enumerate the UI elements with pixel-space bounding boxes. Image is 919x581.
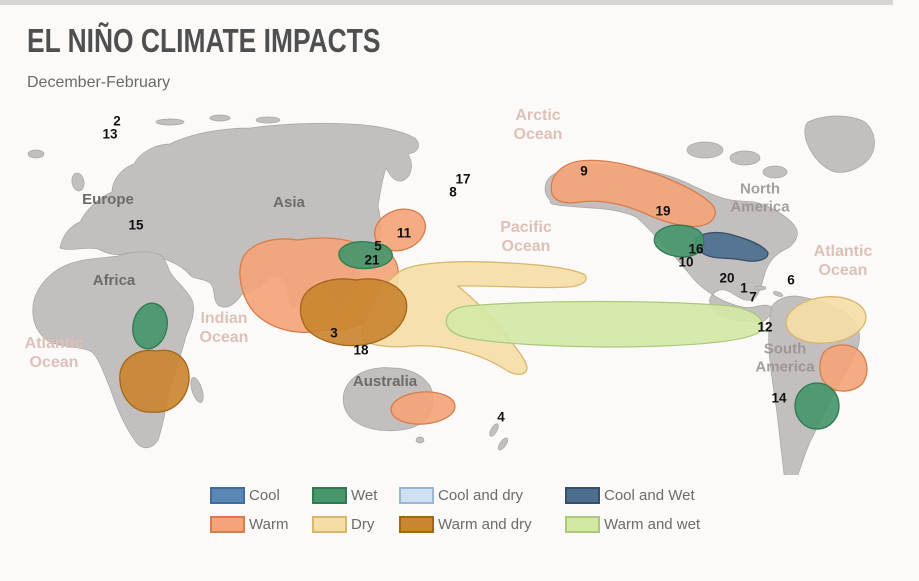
legend-label-warm_and_wet: Warm and wet xyxy=(604,516,701,533)
legend: Cool Wet Cool and dry Cool and Wet Warm Dry Wa… xyxy=(210,487,755,533)
region-warm-southeast-brazil xyxy=(819,344,868,392)
season-subtitle: December-February xyxy=(27,74,171,91)
legend-label-cool_and_dry: Cool and dry xyxy=(438,487,524,504)
legend-label-cool: Cool xyxy=(249,487,280,504)
legend-swatch-warm xyxy=(210,516,245,533)
region-cool-wet-southern-us xyxy=(694,231,769,262)
legend-swatch-warm_and_dry xyxy=(399,516,434,533)
land-arctic-isle-3 xyxy=(255,116,281,124)
land-madagascar xyxy=(190,377,204,403)
legend-item-wet: Wet xyxy=(312,487,399,504)
legend-item-cool_and_wet: Cool and Wet xyxy=(565,487,755,504)
land-arctic-isle-2 xyxy=(209,114,231,122)
legend-swatch-wet xyxy=(312,487,347,504)
region-wet-southwest-us xyxy=(653,224,705,258)
land-canadian-arctic-1 xyxy=(686,141,724,159)
region-warm-alaska xyxy=(550,159,716,228)
land-caribbean-1 xyxy=(753,285,767,291)
legend-label-wet: Wet xyxy=(351,487,378,504)
region-wet-argentina xyxy=(794,382,840,430)
legend-item-warm: Warm xyxy=(210,516,312,533)
legend-item-warm_and_wet: Warm and wet xyxy=(565,516,755,533)
region-warm-japan xyxy=(373,208,427,252)
land-canadian-arctic-3 xyxy=(762,165,788,179)
legend-swatch-cool xyxy=(210,487,245,504)
land-arctic-isle-1 xyxy=(155,118,185,126)
land-britain xyxy=(71,172,85,192)
region-warm-southeast-australia xyxy=(390,391,456,425)
land-greenland xyxy=(804,115,875,173)
legend-label-warm: Warm xyxy=(249,516,289,533)
legend-label-cool_and_wet: Cool and Wet xyxy=(604,487,695,504)
region-wet-east-africa xyxy=(132,302,168,350)
region-warm-wet-equatorial-pacific xyxy=(445,300,764,348)
world-map: 1 2 3 4 5 6 7 8 9 10 11 12 13 14 15 16 17 18 19 20 21 Europe A… xyxy=(0,100,919,475)
land-new-zealand-north xyxy=(489,423,499,437)
region-wet-south-china xyxy=(338,241,393,270)
region-warm-dry-indonesia xyxy=(299,278,408,347)
legend-swatch-cool_and_dry xyxy=(399,487,434,504)
legend-swatch-cool_and_wet xyxy=(565,487,600,504)
legend-item-cool_and_dry: Cool and dry xyxy=(399,487,565,504)
legend-item-warm_and_dry: Warm and dry xyxy=(399,516,565,533)
legend-label-dry: Dry xyxy=(351,516,375,533)
land-canadian-arctic-2 xyxy=(729,150,761,166)
top-border-strip xyxy=(0,0,893,5)
land-africa xyxy=(32,251,194,449)
page-title: EL NIÑO CLIMATE IMPACTS xyxy=(27,22,381,59)
legend-item-cool: Cool xyxy=(210,487,312,504)
land-new-zealand-south xyxy=(497,437,509,451)
land-tasmania xyxy=(415,436,425,444)
legend-label-warm_and_dry: Warm and dry xyxy=(438,516,532,533)
impact-regions xyxy=(119,159,868,430)
region-warm-dry-southern-africa xyxy=(119,349,190,413)
land-iceland xyxy=(27,149,45,159)
land-caribbean-2 xyxy=(772,291,784,297)
legend-item-dry: Dry xyxy=(312,516,399,533)
region-dry-amazon xyxy=(785,296,867,344)
world-map-svg xyxy=(27,114,875,475)
legend-swatch-warm_and_wet xyxy=(565,516,600,533)
legend-swatch-dry xyxy=(312,516,347,533)
